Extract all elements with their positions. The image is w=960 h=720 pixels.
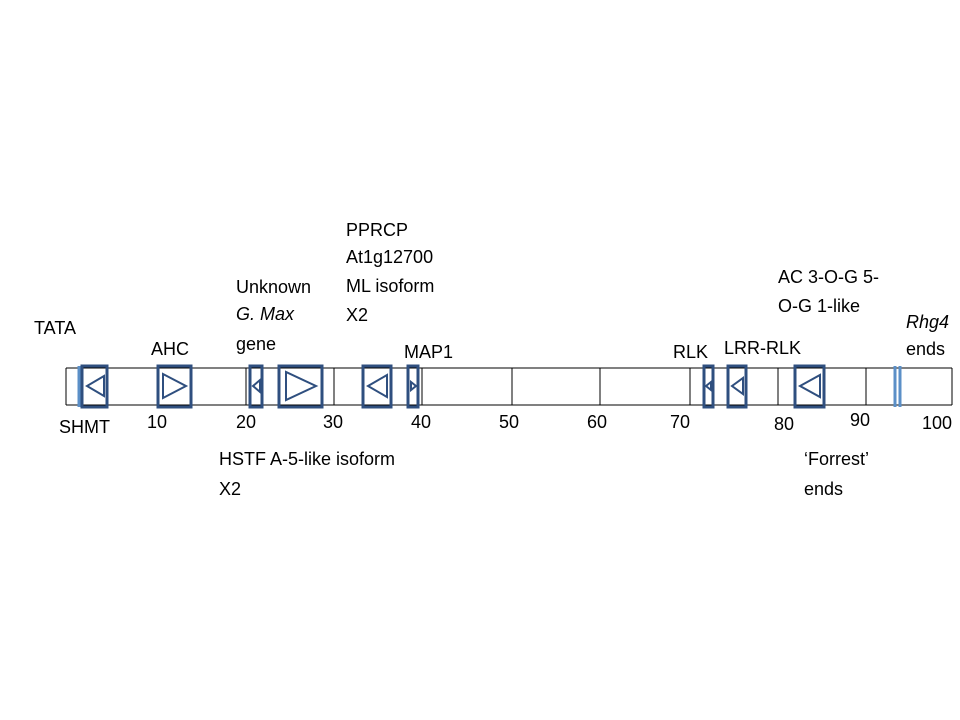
scale-tick: 70 [670,412,691,432]
gene-pprcp [361,364,393,409]
gene-rlk [702,364,715,409]
pprcp-label-line1: PPRCP [346,220,409,240]
reverse-arrow-icon [704,379,712,393]
gene-box-ac [793,364,826,409]
gene-ahc [156,364,193,409]
scale-tick: 100 [922,413,953,433]
gene-box-rlk [702,364,715,409]
gene-unknown [277,364,324,409]
chromosome-track [65,367,953,406]
reverse-arrow-icon [366,373,388,399]
reverse-arrow-icon [730,376,744,396]
pprcp-label-line3: ML isoform [346,276,435,296]
gene-box-pprcp [361,364,393,409]
scale-tick: 10 [147,412,168,432]
reverse-arrow-icon [797,373,821,399]
forrest-label-line1: ‘Forrest’ [804,449,870,469]
unknown-label-line3: gene [236,334,277,354]
gene-shmt [80,364,109,409]
scale-tick: 90 [850,410,871,430]
pprcp-label-line2: At1g12700 [346,247,434,267]
gene-box-lrr-rlk [726,364,748,409]
gene-box-hstf [248,364,264,409]
scale-tick: 50 [499,412,520,432]
map1-label: MAP1 [404,342,454,362]
forrest-label-line2: ends [804,479,844,499]
scale-tick: 40 [411,412,432,432]
scale-tick: 30 [323,412,344,432]
gene-lrr-rlk [726,364,748,409]
rhg4-label-line1: Rhg4 [906,310,949,335]
shmt-label: SHMT [59,417,110,437]
gene-hstf [248,364,264,409]
markers [77,366,902,407]
unknown-label-species: G. Max [236,304,295,324]
ahc-label: AHC [151,339,190,359]
gene-box-unknown [277,364,324,409]
unknown-label-line1: Unknown [236,277,312,297]
gene-box-map1 [406,364,420,409]
scale-tick: 60 [587,412,608,432]
genes [80,364,826,409]
reverse-arrow-icon [251,377,261,395]
ac-label-line1: AC 3-O-G 5- [778,267,880,287]
hstf-label-line1: HSTF A-5-like isoform [219,449,396,469]
gene-ac [793,364,826,409]
reverse-arrow-icon [85,374,105,398]
lrr-rlk-label: LRR-RLK [724,338,802,358]
unknown-label-line2: G. Max [236,302,294,327]
rlk-label: RLK [673,342,709,362]
ac-label-line2: O-G 1-like [778,296,861,316]
tata-label: TATA [34,318,76,338]
gene-box-shmt [80,364,109,409]
rhg4-label-gene: Rhg4 [906,312,950,332]
scale-tick: 80 [774,414,795,434]
pprcp-label-line4: X2 [346,305,369,325]
rhg4-label-line2: ends [906,339,946,359]
hstf-label-line2: X2 [219,479,242,499]
scale-tick: 20 [236,412,257,432]
forward-arrow-icon [285,370,319,402]
gene-map1 [406,364,420,409]
forward-arrow-icon [410,379,418,393]
forward-arrow-icon [162,372,189,400]
gene-box-ahc [156,364,193,409]
